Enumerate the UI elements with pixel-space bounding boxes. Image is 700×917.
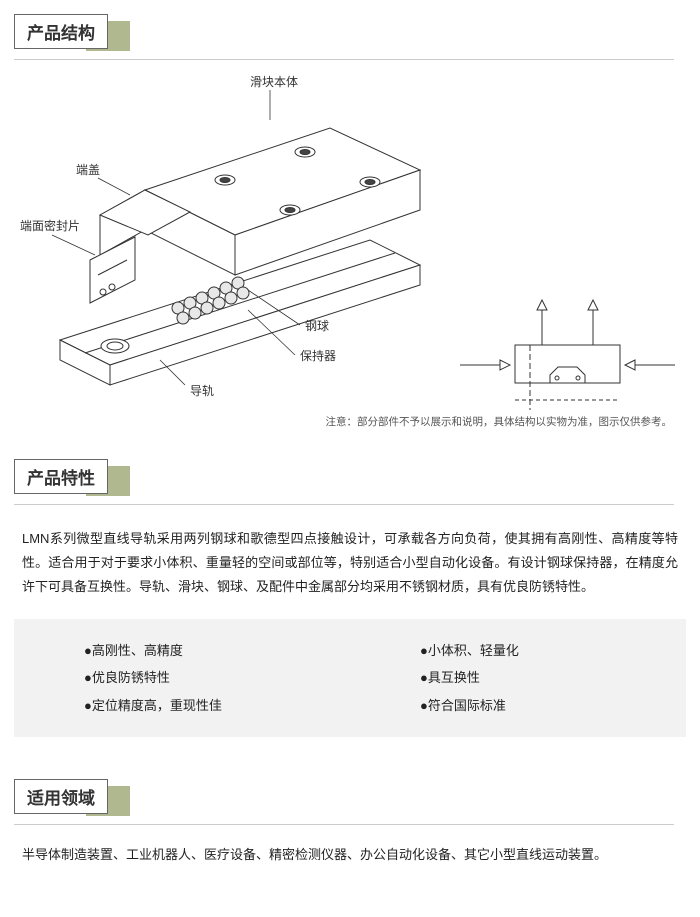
section-title: 产品结构	[14, 14, 108, 49]
label-rail: 导轨	[190, 384, 214, 398]
features-paragraph: LMN系列微型直线导轨采用两列钢球和歌德型四点接触设计，可承载各方向负荷，使其拥…	[0, 527, 700, 599]
label-ball: 钢球	[305, 319, 329, 333]
label-end-seal: 端面密封片	[20, 218, 80, 233]
label-retainer: 保持器	[300, 348, 336, 363]
feature-item: ●小体积、轻量化	[420, 637, 686, 664]
feature-item: ●高刚性、高精度	[84, 637, 350, 664]
divider	[14, 824, 674, 825]
feature-item: ●具互换性	[420, 664, 686, 691]
label-slider-body: 滑块本体	[250, 75, 298, 89]
feature-item: ●定位精度高，重现性佳	[84, 692, 350, 719]
structure-diagram: 滑块本体 端盖 端面密封片 钢球 保持器 导轨	[0, 60, 700, 410]
section-title: 产品特性	[14, 459, 108, 494]
feature-item: ●符合国际标准	[420, 692, 686, 719]
diagram-note: 注意：部分部件不予以展示和说明，具体结构以实物为准，图示仅供参考。	[0, 414, 700, 429]
section-header-features: 产品特性	[14, 459, 108, 494]
label-end-cap: 端盖	[76, 163, 100, 177]
section-title: 适用领域	[14, 779, 108, 814]
section-header-structure: 产品结构	[14, 14, 108, 49]
features-highlight-box: ●高刚性、高精度 ●优良防锈特性 ●定位精度高，重现性佳 ●小体积、轻量化 ●具…	[14, 619, 686, 737]
features-col-left: ●高刚性、高精度 ●优良防锈特性 ●定位精度高，重现性佳	[14, 637, 350, 719]
feature-item: ●优良防锈特性	[84, 664, 350, 691]
divider	[14, 504, 674, 505]
features-col-right: ●小体积、轻量化 ●具互换性 ●符合国际标准	[350, 637, 686, 719]
section-header-applications: 适用领域	[14, 779, 108, 814]
applications-paragraph: 半导体制造装置、工业机器人、医疗设备、精密检测仪器、办公自动化设备、其它小型直线…	[0, 843, 700, 867]
